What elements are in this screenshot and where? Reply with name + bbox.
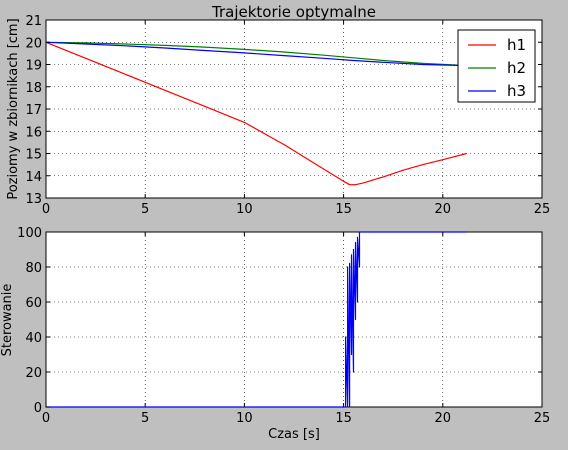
bottom-y-tick-label: 60 [25, 296, 42, 311]
bottom-x-tick-label: 20 [435, 411, 452, 426]
top-y-tick-label: 16 [25, 125, 42, 140]
bottom-y-tick-label: 80 [25, 261, 42, 276]
bottom-series [46, 231, 467, 408]
bottom-plot-area [45, 231, 543, 408]
bottom-axes: 0 5 10 15 20 25 0 20 40 60 80 100 Czas [s] Sterowan… [0, 226, 550, 442]
bottom-y-tick-label: 20 [25, 366, 42, 381]
top-y-tick-label: 13 [25, 192, 42, 207]
top-x-tick-label: 20 [435, 202, 452, 217]
legend-box [457, 29, 536, 103]
bottom-grid [46, 232, 542, 407]
legend: h1 h2 h3 [457, 29, 536, 103]
top-y-tick-label: 17 [25, 103, 42, 118]
bottom-x-tick-label: 25 [534, 411, 551, 426]
top-grid [46, 20, 542, 198]
top-ticks: 0 5 10 15 20 25 13 14 15 16 17 18 19 20 21 [25, 14, 550, 217]
top-y-tick-label: 21 [25, 14, 42, 29]
legend-label-h3: h3 [507, 82, 526, 100]
bottom-y-tick-label: 100 [17, 226, 42, 241]
top-x-tick-label: 0 [42, 202, 50, 217]
top-y-tick-label: 15 [25, 148, 42, 163]
bottom-y-axis-label: Sterowanie [0, 284, 15, 357]
top-x-tick-label: 5 [141, 202, 149, 217]
top-axes: 0 5 10 15 20 25 13 14 15 16 17 18 19 20 21 Trajektorie… [6, 3, 550, 217]
bottom-x-tick-label: 10 [236, 411, 253, 426]
series-line-h2 [45, 41, 467, 67]
bottom-ticks: 0 5 10 15 20 25 0 20 40 60 80 100 [17, 226, 550, 426]
bottom-x-tick-label: 0 [42, 411, 50, 426]
top-y-tick-label: 14 [25, 170, 42, 185]
bottom-y-tick-label: 0 [34, 401, 42, 416]
top-series [45, 41, 467, 186]
top-x-tick-label: 25 [534, 202, 551, 217]
top-y-tick-label: 18 [25, 81, 42, 96]
legend-label-h1: h1 [507, 36, 526, 54]
series-line-h3 [45, 41, 467, 67]
top-x-tick-label: 15 [335, 202, 352, 217]
top-y-tick-label: 19 [25, 59, 42, 74]
bottom-x-tick-label: 5 [141, 411, 149, 426]
top-y-tick-label: 20 [25, 36, 42, 51]
x-axis-label: Czas [s] [268, 427, 320, 442]
bottom-series-line [46, 231, 467, 408]
top-y-axis-label: Poziomy w zbiornikach [cm] [6, 18, 21, 199]
bottom-x-tick-label: 15 [335, 411, 352, 426]
legend-label-h2: h2 [507, 59, 526, 77]
series-line-h1 [45, 41, 467, 186]
top-x-tick-label: 10 [236, 202, 253, 217]
bottom-y-tick-label: 40 [25, 331, 42, 346]
chart-title: Trajektorie optymalne [211, 3, 376, 21]
